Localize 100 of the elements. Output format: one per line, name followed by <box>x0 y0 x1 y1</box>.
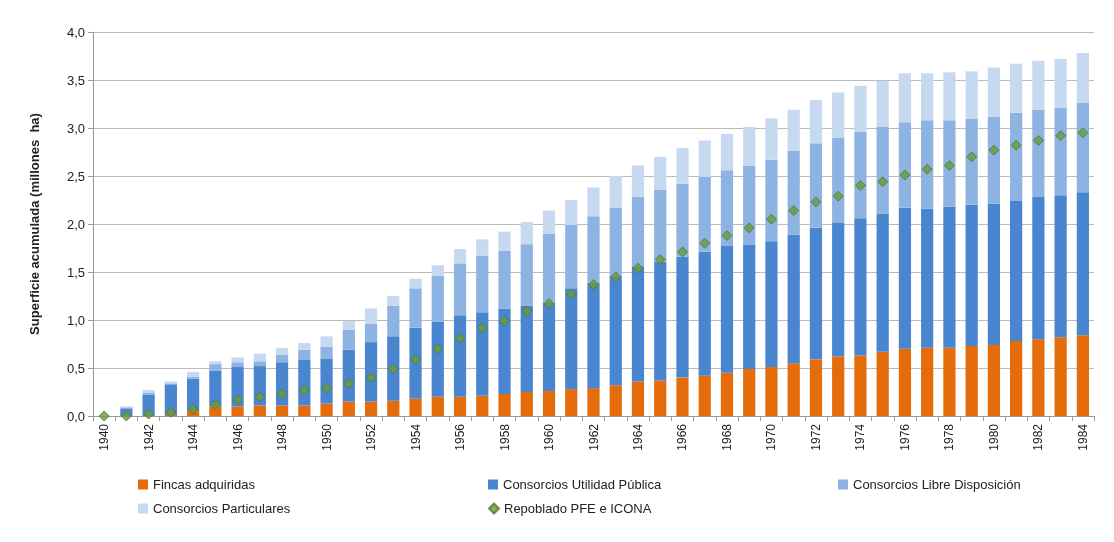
bar <box>1010 200 1023 342</box>
bar <box>298 343 311 350</box>
bar <box>1054 107 1067 196</box>
y-tick-label: 0,0 <box>66 408 85 424</box>
bar <box>387 296 400 306</box>
bar <box>898 207 912 349</box>
bar <box>1054 337 1067 416</box>
bar <box>520 222 533 245</box>
bar <box>765 118 778 160</box>
bar <box>609 207 622 276</box>
bar <box>587 282 600 389</box>
x-tick-label: 1958 <box>497 423 512 451</box>
bar <box>676 183 689 257</box>
bar <box>943 72 956 121</box>
bar <box>231 357 244 363</box>
bar <box>1076 335 1089 416</box>
bar <box>921 120 934 209</box>
point <box>120 410 132 422</box>
bar <box>943 347 956 416</box>
bar <box>631 381 645 416</box>
bar <box>787 151 800 235</box>
bar <box>431 275 444 322</box>
point <box>209 398 221 410</box>
bar <box>209 364 222 371</box>
bar <box>587 216 600 283</box>
point <box>187 403 199 415</box>
y-tick-label: 1,5 <box>66 264 85 280</box>
bar <box>676 148 689 184</box>
bar <box>542 391 556 416</box>
bar <box>565 200 578 225</box>
legend-label: Consorcios Libre Disposición <box>853 477 1021 492</box>
bar <box>854 218 867 356</box>
bar <box>943 120 956 207</box>
bar <box>854 131 867 219</box>
bar <box>743 165 756 246</box>
bar <box>987 203 1001 345</box>
bar <box>609 176 622 208</box>
bar <box>542 210 556 234</box>
bar <box>765 159 778 242</box>
x-tick-label: 1978 <box>942 423 957 451</box>
x-tick-label: 1954 <box>408 423 423 451</box>
bar <box>987 67 1001 117</box>
bar <box>1032 109 1045 198</box>
bar <box>631 197 645 267</box>
bar <box>364 401 378 416</box>
bar <box>832 137 845 224</box>
bar <box>720 133 734 171</box>
bar <box>476 239 489 256</box>
bar <box>1010 63 1023 113</box>
bar <box>921 73 934 121</box>
bar <box>921 347 934 416</box>
bar <box>965 118 978 205</box>
bar <box>832 92 845 138</box>
y-tick-label: 3,5 <box>66 72 85 88</box>
x-tick-label: 1940 <box>97 423 112 451</box>
y-tick-label: 0,5 <box>66 360 85 376</box>
bar <box>520 392 533 416</box>
point <box>810 196 822 208</box>
bar <box>787 363 800 416</box>
bar <box>431 265 444 276</box>
bar <box>809 359 823 416</box>
point <box>765 213 777 225</box>
bar <box>476 312 489 396</box>
bar <box>898 348 912 416</box>
bar <box>409 398 422 416</box>
legend-label: Fincas adquiridas <box>153 477 256 492</box>
bar <box>609 275 622 386</box>
bar <box>876 213 889 352</box>
point <box>165 406 177 418</box>
bar <box>209 361 222 365</box>
point <box>387 363 399 375</box>
bar <box>453 263 467 316</box>
bar <box>698 140 711 177</box>
bar <box>898 122 912 208</box>
bar <box>1076 192 1089 336</box>
point <box>943 159 955 171</box>
bar <box>698 176 711 252</box>
bar <box>676 256 689 378</box>
point <box>632 262 644 274</box>
bar <box>854 85 867 132</box>
bar <box>965 345 978 416</box>
bar <box>453 248 467 264</box>
bar <box>987 344 1001 416</box>
point <box>877 176 889 188</box>
point <box>721 230 733 242</box>
bar <box>654 261 667 381</box>
y-tick-label: 2,0 <box>66 216 85 232</box>
point <box>966 151 978 163</box>
bar <box>832 356 845 416</box>
bar <box>1032 197 1045 340</box>
bar <box>965 204 978 346</box>
bar <box>1054 58 1067 108</box>
bar <box>498 308 511 394</box>
bar <box>987 116 1001 204</box>
bar <box>743 245 756 369</box>
bar <box>720 246 734 373</box>
point <box>921 163 933 175</box>
point <box>254 391 266 403</box>
bar <box>231 362 244 368</box>
point <box>521 305 533 317</box>
